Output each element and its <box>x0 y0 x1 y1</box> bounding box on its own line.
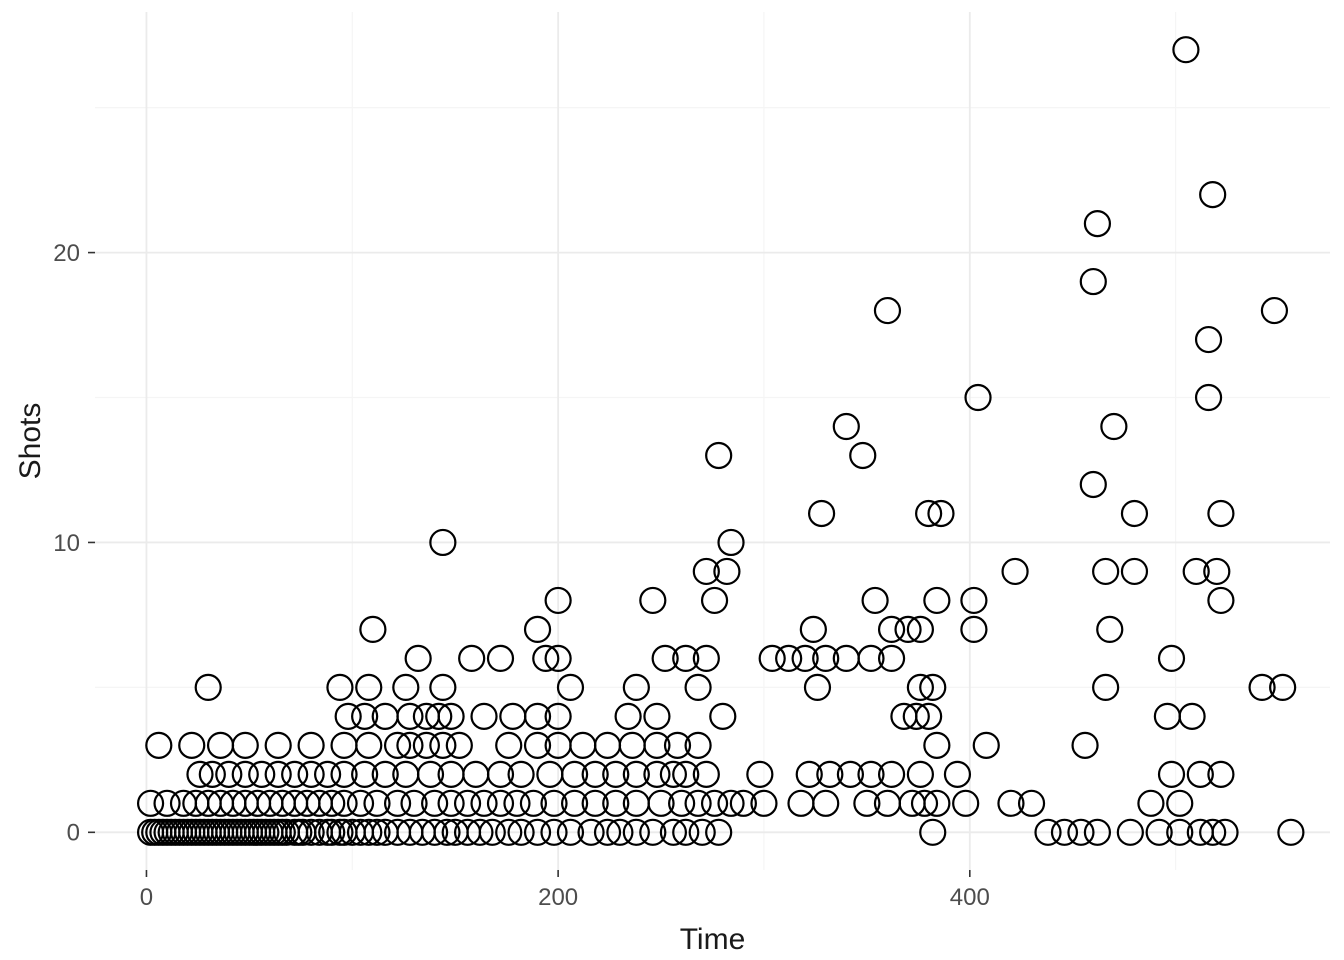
chart-svg: 0 200 400 0 10 20 Time Shots <box>0 0 1344 960</box>
x-tick-label: 0 <box>140 884 153 911</box>
scatter-chart: 0 200 400 0 10 20 Time Shots <box>0 0 1344 960</box>
y-tick-label: 0 <box>67 820 80 847</box>
x-tick-label: 200 <box>538 884 578 911</box>
x-axis-title: Time <box>680 923 746 956</box>
plot-panel <box>95 12 1330 870</box>
y-axis-title: Shots <box>14 403 47 480</box>
y-tick-label: 20 <box>53 240 80 267</box>
x-tick-label: 400 <box>950 884 990 911</box>
y-tick-label: 10 <box>53 530 80 557</box>
